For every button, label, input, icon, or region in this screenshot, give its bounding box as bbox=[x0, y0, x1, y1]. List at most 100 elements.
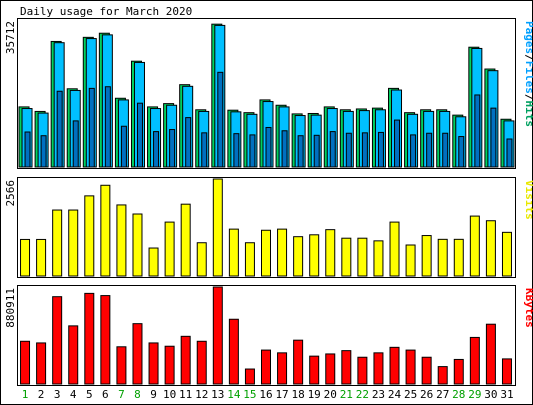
bar-pages bbox=[201, 132, 208, 168]
day-label: 27 bbox=[436, 388, 449, 401]
legend-sep: / bbox=[523, 94, 533, 101]
day-label: 4 bbox=[70, 388, 77, 401]
day-label: 9 bbox=[150, 388, 157, 401]
day-label: 7 bbox=[118, 388, 125, 401]
day-label: 15 bbox=[243, 388, 256, 401]
bar-pages bbox=[474, 94, 481, 168]
bar-kbytes bbox=[357, 356, 368, 385]
bar-pages bbox=[297, 135, 304, 168]
legend-hits: Hits bbox=[523, 101, 533, 128]
day-label: 1 bbox=[22, 388, 29, 401]
bar-kbytes bbox=[68, 325, 79, 385]
bar-visits bbox=[277, 228, 288, 277]
day-label: 26 bbox=[420, 388, 433, 401]
bar-visits bbox=[180, 203, 191, 277]
bar-visits bbox=[228, 228, 239, 277]
bar-pages bbox=[233, 133, 240, 168]
bar-visits bbox=[148, 247, 159, 277]
bar-kbytes bbox=[325, 353, 336, 385]
bar-kbytes bbox=[485, 323, 496, 385]
day-label: 28 bbox=[452, 388, 465, 401]
bar-kbytes bbox=[501, 358, 512, 385]
bar-visits bbox=[52, 209, 63, 277]
chart-title: Daily usage for March 2020 bbox=[20, 5, 192, 18]
bar-kbytes bbox=[341, 350, 352, 385]
bar-kbytes bbox=[469, 336, 480, 385]
bar-visits bbox=[453, 238, 464, 277]
bar-kbytes bbox=[36, 342, 47, 385]
bar-kbytes bbox=[453, 358, 464, 385]
bar-kbytes bbox=[261, 349, 271, 385]
legend: Visits bbox=[523, 180, 533, 220]
bar-pages bbox=[281, 130, 288, 168]
legend-files: Files bbox=[523, 61, 533, 94]
bar-kbytes bbox=[405, 349, 416, 385]
bar-visits bbox=[116, 204, 127, 277]
legend-pages: Pages bbox=[523, 21, 533, 54]
bar-pages bbox=[40, 135, 47, 168]
bar-kbytes bbox=[389, 346, 400, 385]
bar-pages bbox=[313, 134, 320, 168]
bar-pages bbox=[458, 136, 465, 168]
bar-visits bbox=[325, 229, 336, 277]
bar-pages bbox=[249, 134, 256, 168]
legend-sep: / bbox=[523, 54, 533, 61]
bar-kbytes bbox=[421, 356, 432, 385]
bar-visits bbox=[469, 215, 480, 277]
bar-kbytes bbox=[132, 323, 143, 385]
day-label: 2 bbox=[38, 388, 45, 401]
bar-kbytes bbox=[196, 340, 207, 385]
bar-visits bbox=[164, 221, 175, 277]
bar-visits bbox=[485, 220, 496, 277]
bar-kbytes bbox=[212, 286, 223, 385]
day-label: 29 bbox=[468, 388, 481, 401]
bar-pages bbox=[56, 90, 63, 168]
day-label: 14 bbox=[227, 388, 241, 401]
day-label: 23 bbox=[372, 388, 385, 401]
bar-pages bbox=[490, 107, 497, 168]
bar-pages bbox=[217, 71, 224, 168]
bar-pages bbox=[394, 119, 401, 168]
bar-visits bbox=[373, 240, 384, 277]
bar-kbytes bbox=[100, 295, 111, 385]
bar-kbytes bbox=[116, 346, 127, 385]
max-label: 880911 bbox=[4, 288, 17, 328]
bar-visits bbox=[261, 229, 271, 277]
bar-kbytes bbox=[373, 352, 384, 385]
bar-visits bbox=[309, 234, 320, 277]
day-labels: 1 2 3 4 5 6 7 8 9 10 11 12 13 14 15 16 17 18 19 20 21 22 23 24 2… bbox=[22, 388, 514, 401]
bar-visits bbox=[341, 237, 352, 277]
max-label: 2566 bbox=[4, 180, 17, 207]
panel-visits: 2566 Visits bbox=[4, 177, 533, 278]
bar-pages bbox=[185, 117, 192, 168]
bar-kbytes bbox=[52, 296, 63, 385]
bar-visits bbox=[36, 238, 47, 277]
day-label: 21 bbox=[340, 388, 353, 401]
bar-kbytes bbox=[20, 340, 31, 385]
bar-pages bbox=[329, 131, 336, 168]
bar-pages bbox=[136, 102, 143, 168]
panel-kbytes: 880911 KBytes bbox=[4, 285, 533, 386]
bar-pages bbox=[377, 131, 384, 168]
bar-visits bbox=[421, 235, 432, 277]
bar-pages bbox=[426, 132, 433, 168]
day-label: 12 bbox=[195, 388, 208, 401]
legend: Pages/Files/Hits bbox=[523, 21, 533, 127]
day-label: 3 bbox=[54, 388, 61, 401]
day-label: 13 bbox=[211, 388, 224, 401]
bar-pages bbox=[104, 86, 111, 168]
day-label: 20 bbox=[324, 388, 337, 401]
bar-visits bbox=[84, 195, 95, 277]
bar-kbytes bbox=[309, 355, 320, 385]
day-label: 11 bbox=[179, 388, 192, 401]
bar-pages bbox=[72, 120, 79, 168]
bar-kbytes bbox=[277, 352, 288, 385]
day-label: 17 bbox=[275, 388, 288, 401]
bar-visits bbox=[405, 244, 416, 277]
bar-kbytes bbox=[244, 368, 255, 385]
bar-kbytes bbox=[84, 292, 95, 385]
bar-visits bbox=[244, 242, 255, 277]
bar-pages bbox=[88, 87, 95, 168]
